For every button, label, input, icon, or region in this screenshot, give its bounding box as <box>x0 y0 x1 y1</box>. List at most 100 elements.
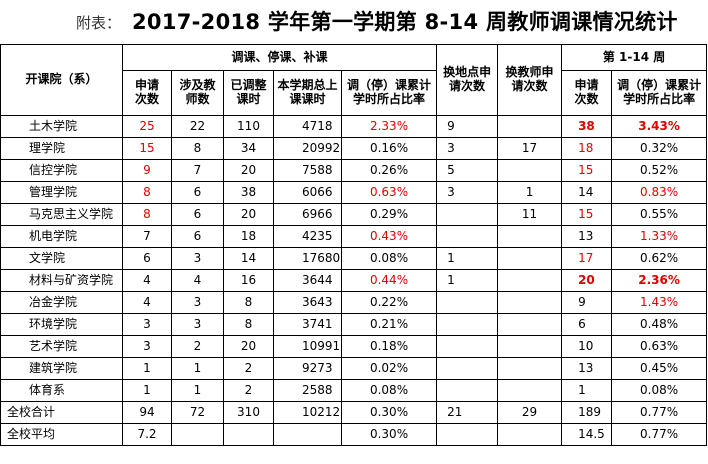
cell-change-teacher <box>497 225 563 248</box>
cell-ratio: 0.44% <box>340 269 438 292</box>
cell-change-place <box>436 335 499 358</box>
cell-college: 材料与矿资学院 <box>0 269 123 292</box>
cell-college: 土木学院 <box>0 115 123 138</box>
cell-teachers: 6 <box>171 225 224 248</box>
cell-apply-count: 7 <box>122 225 172 248</box>
header-group-adjust: 调课、停课、补课 <box>121 44 438 71</box>
cell-total-hours: 2588 <box>273 379 342 402</box>
cell-teachers: 6 <box>171 203 224 226</box>
cell-adjusted-hours: 20 <box>223 159 274 182</box>
table-row: 艺术学院 3 2 20 10991 0.18% 10 0.63% <box>0 335 708 358</box>
cell-total-hours: 6066 <box>273 181 342 204</box>
header-row-1: 开课院（系） 调课、停课、补课 换地点申请次数 换教师申请次数 第 1-14 周 <box>0 44 708 116</box>
cell-ratio: 0.26% <box>340 159 438 182</box>
cell-apply-count: 1 <box>122 357 172 380</box>
cell-apply-count-weeks: 20 <box>561 269 613 292</box>
cell-change-teacher <box>497 247 563 270</box>
cell-adjusted-hours: 2 <box>223 357 274 380</box>
cell-apply-count-weeks: 14 <box>561 181 613 204</box>
cell-apply-count: 1 <box>122 379 172 402</box>
cell-ratio: 0.08% <box>340 379 438 402</box>
cell-apply-count-weeks: 14.5 <box>561 423 613 446</box>
cell-teachers: 8 <box>171 137 224 160</box>
header-change-teacher: 换教师申请次数 <box>497 44 563 116</box>
page-title: 2017-2018 学年第一学期第 8-14 周教师调课情况统计 <box>132 10 678 34</box>
cell-college: 理学院 <box>0 137 123 160</box>
cell-change-teacher <box>497 423 563 446</box>
cell-total-hours: 10991 <box>273 335 342 358</box>
cell-apply-count: 6 <box>122 247 172 270</box>
cell-total-hours: 7588 <box>273 159 342 182</box>
cell-change-teacher: 17 <box>497 137 563 160</box>
cell-apply-count: 94 <box>122 401 172 424</box>
cell-teachers: 3 <box>171 247 224 270</box>
cell-change-place <box>436 203 499 226</box>
cell-ratio: 0.16% <box>340 137 438 160</box>
cell-teachers: 7 <box>171 159 224 182</box>
cell-college: 体育系 <box>0 379 123 402</box>
cell-apply-count: 4 <box>122 269 172 292</box>
cell-teachers: 4 <box>171 269 224 292</box>
cell-teachers: 6 <box>171 181 224 204</box>
cell-ratio-weeks: 3.43% <box>611 115 708 138</box>
title-row: 附表： 2017-2018 学年第一学期第 8-14 周教师调课情况统计 <box>0 0 708 44</box>
table-row: 信控学院 9 7 20 7588 0.26% 5 15 0.52% <box>0 159 708 182</box>
cell-change-teacher: 29 <box>497 401 563 424</box>
cell-ratio-weeks: 1.33% <box>611 225 708 248</box>
table-row: 土木学院 25 22 110 4718 2.33% 9 38 3.43% <box>0 115 708 138</box>
cell-ratio-weeks: 0.83% <box>611 181 708 204</box>
cell-apply-count-weeks: 10 <box>561 335 613 358</box>
cell-apply-count: 3 <box>122 335 172 358</box>
cell-adjusted-hours: 8 <box>223 291 274 314</box>
cell-apply-count: 25 <box>122 115 172 138</box>
cell-total-hours: 3643 <box>273 291 342 314</box>
header-apply-count-weeks: 申请次数 <box>561 70 613 116</box>
cell-change-teacher <box>497 291 563 314</box>
table-row: 体育系 1 1 2 2588 0.08% 1 0.08% <box>0 379 708 402</box>
cell-change-teacher: 1 <box>497 181 563 204</box>
cell-total-hours: 4718 <box>273 115 342 138</box>
cell-teachers: 22 <box>171 115 224 138</box>
cell-college: 冶金学院 <box>0 291 123 314</box>
cell-total-hours: 4235 <box>273 225 342 248</box>
title-prefix: 附表： <box>76 14 122 32</box>
cell-change-place <box>436 357 499 380</box>
cell-change-teacher <box>497 313 563 336</box>
cell-change-teacher <box>497 159 563 182</box>
cell-change-place <box>436 291 499 314</box>
cell-ratio-weeks: 0.63% <box>611 335 708 358</box>
cell-apply-count-weeks: 17 <box>561 247 613 270</box>
cell-teachers: 3 <box>171 313 224 336</box>
cell-change-teacher <box>497 269 563 292</box>
cell-apply-count-weeks: 15 <box>561 203 613 226</box>
cell-ratio: 0.63% <box>340 181 438 204</box>
table-row: 全校平均 7.2 0.30% 14.5 0.77% <box>0 423 708 446</box>
statistics-table: 开课院（系） 调课、停课、补课 换地点申请次数 换教师申请次数 第 1-14 周… <box>0 44 708 446</box>
cell-college: 马克思主义学院 <box>0 203 123 226</box>
cell-adjusted-hours: 18 <box>223 225 274 248</box>
cell-ratio-weeks: 0.32% <box>611 137 708 160</box>
cell-total-hours: 20992 <box>273 137 342 160</box>
header-group-weeks: 第 1-14 周 <box>561 44 708 71</box>
cell-ratio: 0.22% <box>340 291 438 314</box>
cell-ratio: 2.33% <box>340 115 438 138</box>
cell-college: 信控学院 <box>0 159 123 182</box>
cell-change-place: 5 <box>436 159 499 182</box>
cell-adjusted-hours: 14 <box>223 247 274 270</box>
cell-college: 环境学院 <box>0 313 123 336</box>
table-row: 机电学院 7 6 18 4235 0.43% 13 1.33% <box>0 225 708 248</box>
cell-change-place <box>436 379 499 402</box>
cell-total-hours: 6966 <box>273 203 342 226</box>
cell-total-hours <box>273 423 342 446</box>
cell-adjusted-hours: 110 <box>223 115 274 138</box>
cell-apply-count: 8 <box>122 181 172 204</box>
cell-apply-count: 7.2 <box>122 423 172 446</box>
table-row: 环境学院 3 3 8 3741 0.21% 6 0.48% <box>0 313 708 336</box>
table-row: 冶金学院 4 3 8 3643 0.22% 9 1.43% <box>0 291 708 314</box>
header-ratio-weeks: 调（停）课累计学时所占比率 <box>611 70 708 116</box>
table-row: 建筑学院 1 1 2 9273 0.02% 13 0.45% <box>0 357 708 380</box>
cell-apply-count-weeks: 189 <box>561 401 613 424</box>
cell-change-place <box>436 423 499 446</box>
cell-college: 建筑学院 <box>0 357 123 380</box>
